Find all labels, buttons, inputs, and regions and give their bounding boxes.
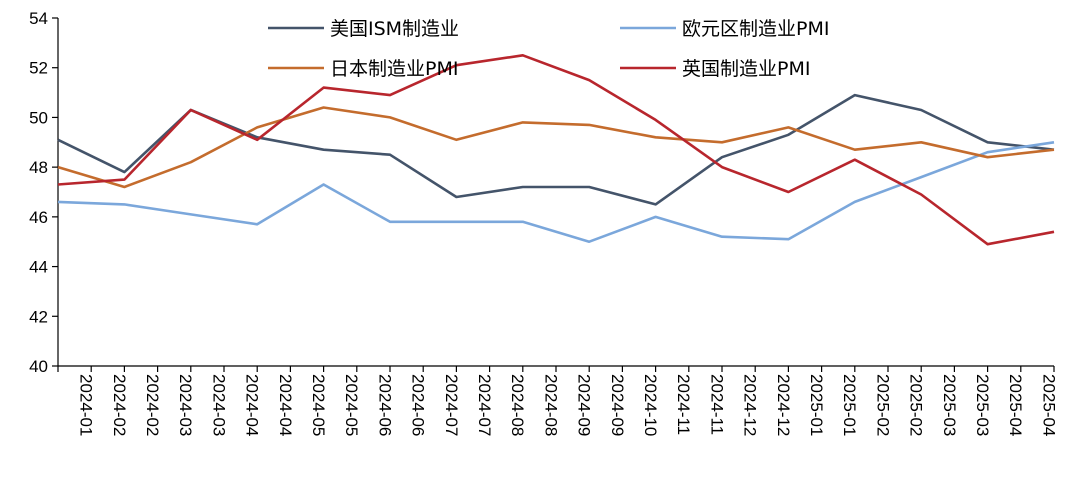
- legend: 美国ISM制造业 欧元区制造业PMI 日本制造业PMI 英国制造业PMI: [268, 18, 829, 80]
- x-tick-label: 2025-04: [1006, 374, 1025, 436]
- x-tick-label: 2024-11: [674, 374, 693, 435]
- series-line-0: [57, 93, 1055, 206]
- x-tick-label: 2024-03: [176, 374, 195, 436]
- x-tick-label: 2024-09: [575, 374, 594, 436]
- x-tick-label: 2024-11: [707, 374, 726, 435]
- x-tick-label: 2024-08: [508, 374, 527, 436]
- x-tick-label: 2024-03: [209, 374, 228, 436]
- x-tick-label: 2025-03: [973, 374, 992, 436]
- x-tick-label: 2024-05: [309, 374, 328, 436]
- x-tick-label: 2025-02: [873, 374, 892, 436]
- legend-label: 日本制造业PMI: [330, 58, 458, 80]
- x-tick-label: 2024-01: [77, 374, 96, 436]
- x-tick-label: 2025-03: [940, 374, 959, 436]
- x-tick-label: 2025-04: [1039, 374, 1058, 436]
- x-tick-label: 2025-01: [807, 374, 826, 436]
- x-tick-label: 2024-12: [741, 374, 760, 436]
- legend-label: 英国制造业PMI: [682, 58, 810, 80]
- y-tick-label: 54: [29, 9, 48, 28]
- x-tick-label: 2024-12: [774, 374, 793, 436]
- y-tick-label: 48: [29, 158, 48, 177]
- legend-label: 美国ISM制造业: [330, 18, 459, 40]
- x-tick-label: 2024-10: [641, 374, 660, 436]
- x-tick-label: 2024-02: [143, 374, 162, 436]
- x-tick-label: 2024-04: [243, 374, 262, 436]
- y-tick-label: 42: [29, 307, 48, 326]
- y-tick-label: 52: [29, 59, 48, 78]
- legend-label: 欧元区制造业PMI: [682, 18, 829, 40]
- x-axis: 2024-01 2024-02 2024-02 2024-03 2024-03 2024-…: [57, 365, 1058, 436]
- x-tick-label: 2024-06: [409, 374, 428, 436]
- x-tick-label: 2024-07: [442, 374, 461, 436]
- x-tick-label: 2024-07: [475, 374, 494, 436]
- y-tick-label: 50: [29, 108, 48, 127]
- x-tick-label: 2024-05: [342, 374, 361, 436]
- y-tick-label: 46: [29, 208, 48, 227]
- series-line-1: [57, 141, 1055, 243]
- y-axis: 40 42 44 46 48 50 52 54: [29, 9, 59, 376]
- x-tick-label: 2024-02: [110, 374, 129, 436]
- y-tick-label: 44: [29, 258, 48, 277]
- x-tick-label: 2024-06: [375, 374, 394, 436]
- x-tick-label: 2024-04: [276, 374, 295, 436]
- y-tick-label: 40: [29, 357, 48, 376]
- series-lines: [57, 53, 1055, 246]
- x-tick-label: 2025-01: [840, 374, 859, 436]
- series-line-2: [57, 106, 1055, 189]
- x-tick-label: 2024-09: [608, 374, 627, 436]
- series-line-3: [57, 53, 1055, 246]
- x-tick-label: 2024-08: [541, 374, 560, 436]
- x-tick-label: 2025-02: [907, 374, 926, 436]
